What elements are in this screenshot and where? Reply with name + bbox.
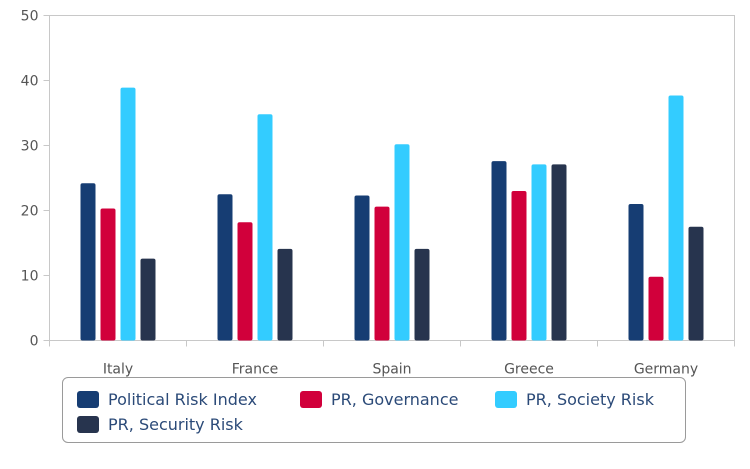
bar-italy-series-3[interactable] xyxy=(140,258,156,341)
legend-item-pr-governance[interactable]: PR, Governance xyxy=(300,387,458,411)
legend-swatch xyxy=(77,390,99,408)
bar-chart: 0 10 20 30 40 50 Italy France Spain Greece German… xyxy=(21,9,735,378)
legend-swatch xyxy=(77,415,99,433)
x-tick-label: France xyxy=(232,362,279,378)
legend-item-pr-security-risk[interactable]: PR, Security Risk xyxy=(77,412,243,436)
bar-italy-series-1[interactable] xyxy=(100,208,116,341)
y-tick-label: 30 xyxy=(21,139,39,155)
x-tick-label: Italy xyxy=(103,362,133,378)
bar-italy-series-2[interactable] xyxy=(120,87,136,341)
legend-item-political-risk-index[interactable]: Political Risk Index xyxy=(77,387,257,411)
legend-item-pr-society-risk[interactable]: PR, Society Risk xyxy=(495,387,654,411)
bar-france-series-0[interactable] xyxy=(217,194,233,341)
bar-greece-series-2[interactable] xyxy=(531,164,547,341)
x-tick-label: Spain xyxy=(372,362,411,378)
legend: Political Risk Index PR, Governance PR, … xyxy=(62,377,686,443)
y-axis: 0 10 20 30 40 50 xyxy=(21,9,50,350)
legend-swatch xyxy=(495,390,517,408)
bar-france-series-3[interactable] xyxy=(277,248,293,341)
bar-germany-series-2[interactable] xyxy=(668,95,684,341)
legend-swatch xyxy=(300,390,322,408)
bar-france-series-2[interactable] xyxy=(257,114,273,341)
bars-group xyxy=(80,87,704,341)
x-axis: Italy France Spain Greece Germany xyxy=(49,340,735,378)
bar-france-series-1[interactable] xyxy=(237,222,253,341)
legend-label: PR, Society Risk xyxy=(526,389,654,409)
plot-area-frame xyxy=(49,15,735,341)
bar-germany-series-1[interactable] xyxy=(648,276,664,341)
legend-label: PR, Security Risk xyxy=(108,414,243,434)
legend-label: PR, Governance xyxy=(331,389,459,409)
bar-italy-series-0[interactable] xyxy=(80,183,96,341)
bar-greece-series-3[interactable] xyxy=(551,164,567,341)
bar-greece-series-0[interactable] xyxy=(491,161,507,341)
y-tick-label: 0 xyxy=(30,334,39,350)
y-tick-label: 20 xyxy=(21,204,39,220)
x-tick-label: Germany xyxy=(634,362,698,378)
y-tick-label: 10 xyxy=(21,269,39,285)
bar-spain-series-1[interactable] xyxy=(374,206,390,341)
bar-germany-series-0[interactable] xyxy=(628,204,644,341)
bar-germany-series-3[interactable] xyxy=(688,226,704,341)
bar-spain-series-2[interactable] xyxy=(394,144,410,341)
y-tick-label: 50 xyxy=(21,9,39,25)
y-tick-label: 40 xyxy=(21,74,39,90)
x-tick-label: Greece xyxy=(504,362,554,378)
bar-greece-series-1[interactable] xyxy=(511,191,527,341)
legend-label: Political Risk Index xyxy=(108,389,257,409)
bar-spain-series-3[interactable] xyxy=(414,248,430,341)
bar-spain-series-0[interactable] xyxy=(354,195,370,341)
